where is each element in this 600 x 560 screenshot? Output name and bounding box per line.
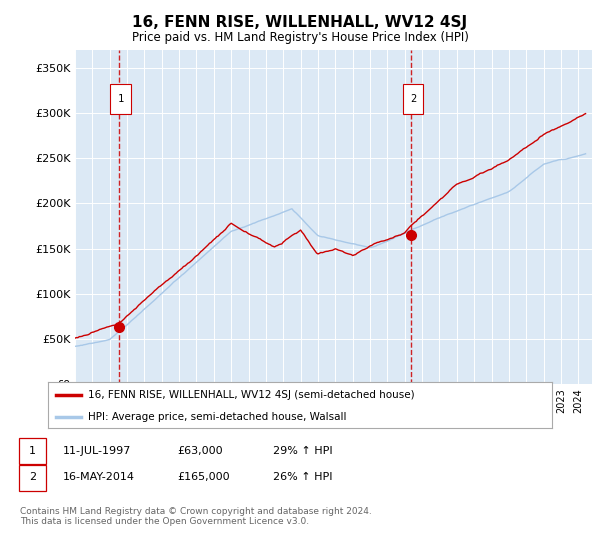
Text: 1: 1 xyxy=(118,94,124,104)
Text: Contains HM Land Registry data © Crown copyright and database right 2024.
This d: Contains HM Land Registry data © Crown c… xyxy=(20,507,371,526)
Text: 16, FENN RISE, WILLENHALL, WV12 4SJ: 16, FENN RISE, WILLENHALL, WV12 4SJ xyxy=(133,15,467,30)
Text: £63,000: £63,000 xyxy=(177,446,223,456)
Text: 11-JUL-1997: 11-JUL-1997 xyxy=(63,446,131,456)
Text: Price paid vs. HM Land Registry's House Price Index (HPI): Price paid vs. HM Land Registry's House … xyxy=(131,31,469,44)
Text: £165,000: £165,000 xyxy=(177,472,230,482)
Bar xyxy=(110,84,131,114)
Text: 2: 2 xyxy=(29,472,36,482)
Text: 16-MAY-2014: 16-MAY-2014 xyxy=(63,472,135,482)
Text: 26% ↑ HPI: 26% ↑ HPI xyxy=(273,472,332,482)
Text: 16, FENN RISE, WILLENHALL, WV12 4SJ (semi-detached house): 16, FENN RISE, WILLENHALL, WV12 4SJ (sem… xyxy=(88,390,415,400)
Bar xyxy=(403,84,424,114)
Text: HPI: Average price, semi-detached house, Walsall: HPI: Average price, semi-detached house,… xyxy=(88,412,347,422)
Text: 2: 2 xyxy=(410,94,416,104)
Text: 29% ↑ HPI: 29% ↑ HPI xyxy=(273,446,332,456)
Text: 1: 1 xyxy=(29,446,36,456)
